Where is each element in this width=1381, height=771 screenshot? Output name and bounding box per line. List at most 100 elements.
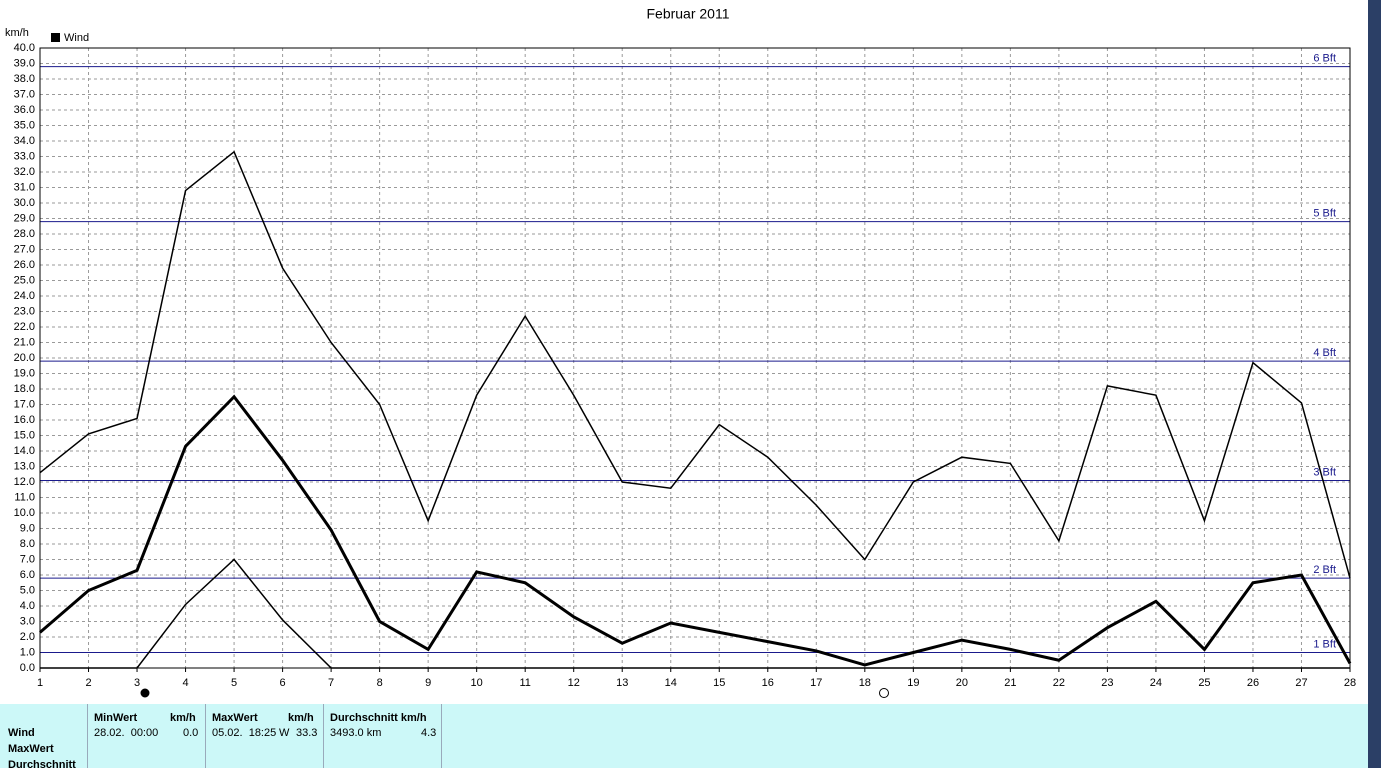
x-tick-label: 13 [616, 677, 628, 689]
row-label: MaxWert [8, 743, 54, 755]
x-tick-label: 16 [762, 677, 774, 689]
y-tick-label: 21.0 [14, 336, 35, 348]
reference-label: 2 Bft [1313, 564, 1336, 576]
min-value: 0.0 [183, 727, 199, 739]
y-tick-label: 35.0 [14, 119, 35, 131]
column-header: Durchschnitt km/h [330, 712, 427, 724]
y-tick-label: 31.0 [14, 181, 35, 193]
x-tick-label: 27 [1295, 677, 1307, 689]
y-tick-label: 30.0 [14, 197, 35, 209]
y-tick-label: 1.0 [20, 646, 35, 658]
y-tick-label: 25.0 [14, 274, 35, 286]
y-tick-label: 14.0 [14, 445, 35, 457]
window-edge [1368, 0, 1381, 768]
y-tick-label: 34.0 [14, 135, 35, 147]
y-tick-label: 29.0 [14, 212, 35, 224]
reference-label: 6 Bft [1313, 53, 1336, 65]
full-moon-icon [879, 688, 889, 698]
x-tick-label: 7 [328, 677, 334, 689]
y-tick-label: 38.0 [14, 73, 35, 85]
max-value: 33.3 [296, 727, 318, 739]
y-tick-label: 33.0 [14, 150, 35, 162]
x-tick-label: 18 [859, 677, 871, 689]
x-tick-label: 17 [810, 677, 822, 689]
x-tick-label: 1 [37, 677, 43, 689]
chart-title: Februar 2011 [646, 6, 729, 22]
y-tick-label: 19.0 [14, 367, 35, 379]
y-tick-label: 23.0 [14, 305, 35, 317]
y-tick-label: 7.0 [20, 553, 35, 565]
y-tick-label: 0.0 [20, 662, 35, 674]
y-tick-label: 4.0 [20, 600, 35, 612]
y-tick-label: 40.0 [14, 42, 35, 54]
x-tick-label: 14 [665, 677, 677, 689]
legend-label: Wind [64, 32, 89, 44]
y-tick-label: 39.0 [14, 57, 35, 69]
y-tick-label: 10.0 [14, 507, 35, 519]
x-tick-label: 8 [377, 677, 383, 689]
y-tick-label: 15.0 [14, 429, 35, 441]
y-tick-label: 18.0 [14, 383, 35, 395]
x-tick-label: 23 [1101, 677, 1113, 689]
y-tick-label: 28.0 [14, 228, 35, 240]
legend-swatch [51, 33, 60, 42]
reference-label: 3 Bft [1313, 466, 1336, 478]
max-date: 05.02. 18:25 [212, 727, 277, 739]
min-date: 28.02. 00:00 [94, 727, 159, 739]
y-tick-label: 36.0 [14, 104, 35, 116]
x-tick-label: 25 [1198, 677, 1210, 689]
column-unit: km/h [170, 712, 196, 724]
x-tick-label: 3 [134, 677, 140, 689]
x-tick-label: 12 [568, 677, 580, 689]
x-tick-label: 4 [182, 677, 188, 689]
y-tick-label: 11.0 [14, 491, 35, 503]
y-tick-label: 2.0 [20, 631, 35, 643]
y-tick-label: 16.0 [14, 414, 35, 426]
y-tick-label: 9.0 [20, 522, 35, 534]
reference-label: 1 Bft [1313, 638, 1336, 650]
y-tick-label: 6.0 [20, 569, 35, 581]
series-line [40, 558, 1350, 669]
y-tick-label: 37.0 [14, 88, 35, 100]
row-label: Durchschnitt [8, 759, 76, 771]
y-tick-label: 22.0 [14, 321, 35, 333]
series-line [39, 394, 1352, 667]
new-moon-icon [140, 688, 150, 698]
y-axis-label: km/h [5, 27, 29, 39]
x-tick-label: 2 [85, 677, 91, 689]
avg-value: 4.3 [421, 727, 437, 739]
x-tick-label: 20 [956, 677, 968, 689]
y-tick-label: 27.0 [14, 243, 35, 255]
y-tick-label: 24.0 [14, 290, 35, 302]
x-tick-label: 11 [519, 677, 530, 689]
chart: Februar 2011 km/h Wind 0.0 1.0 2.0 3.0 4.0 5.… [5, 6, 1356, 698]
x-tick-label: 10 [471, 677, 483, 689]
column-header: MinWert [94, 712, 138, 724]
y-tick-label: 13.0 [14, 460, 35, 472]
y-tick-label: 26.0 [14, 259, 35, 271]
x-tick-label: 26 [1247, 677, 1259, 689]
avg-distance: 3493.0 km [330, 727, 382, 739]
reference-label: 5 Bft [1313, 208, 1336, 220]
y-tick-label: 32.0 [14, 166, 35, 178]
stats-panel: Wind MaxWert Durchschnitt MinWert km/h 2… [0, 704, 1368, 771]
x-tick-label: 22 [1053, 677, 1065, 689]
x-tick-label: 19 [907, 677, 919, 689]
column-unit: km/h [288, 712, 314, 724]
y-tick-label: 5.0 [20, 584, 35, 596]
column-header: MaxWert [212, 712, 258, 724]
series-line [39, 150, 1351, 579]
x-tick-label: 21 [1004, 677, 1016, 689]
reference-label: 4 Bft [1313, 347, 1336, 359]
y-tick-label: 12.0 [14, 476, 35, 488]
x-tick-label: 24 [1150, 677, 1162, 689]
x-tick-label: 6 [280, 677, 286, 689]
x-tick-label: 9 [425, 677, 431, 689]
y-tick-label: 8.0 [20, 538, 35, 550]
max-direction: W [279, 727, 290, 739]
y-tick-label: 20.0 [14, 352, 35, 364]
y-tick-label: 3.0 [20, 615, 35, 627]
x-tick-label: 15 [713, 677, 725, 689]
x-tick-label: 5 [231, 677, 237, 689]
